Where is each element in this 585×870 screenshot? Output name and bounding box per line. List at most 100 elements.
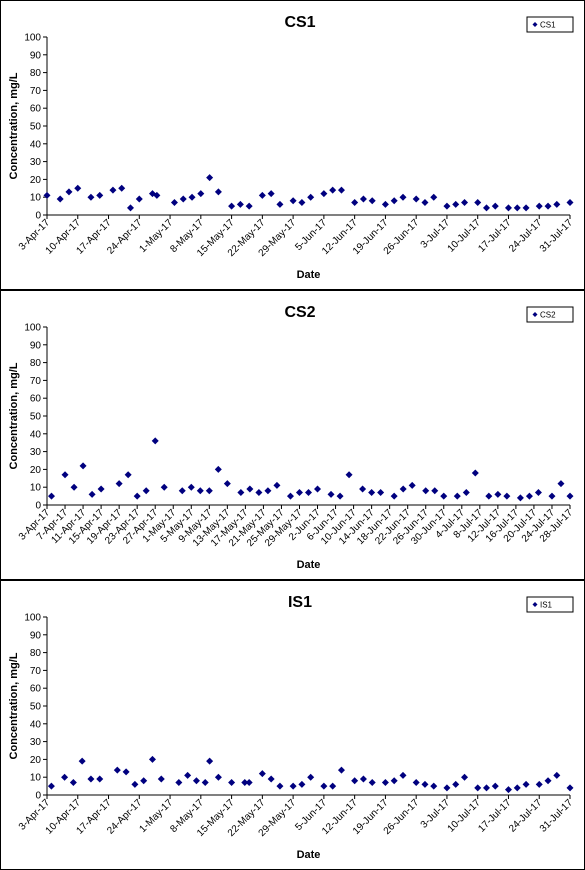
y-tick-label: 10	[30, 193, 42, 204]
data-point	[412, 779, 420, 787]
data-point	[305, 489, 312, 497]
legend-label: CS2	[540, 311, 556, 320]
data-point	[170, 199, 178, 207]
legend-marker	[532, 602, 538, 607]
data-point	[142, 487, 150, 495]
data-point	[188, 193, 196, 201]
y-axis-label: Concentration, mg/L	[8, 72, 20, 179]
data-point	[504, 786, 512, 794]
data-point	[544, 777, 552, 785]
data-point	[69, 779, 77, 787]
data-point	[534, 489, 542, 497]
data-point	[96, 191, 104, 199]
data-point	[228, 779, 236, 787]
chart-title: CS2	[284, 304, 315, 321]
y-tick-label: 70	[30, 666, 42, 677]
x-axis-label: Date	[297, 559, 321, 571]
legend-label: IS1	[540, 601, 553, 610]
data-point	[399, 485, 407, 493]
data-point	[377, 489, 385, 497]
data-point	[295, 489, 303, 497]
data-point	[187, 483, 195, 491]
y-tick-label: 60	[30, 104, 42, 115]
data-point	[197, 190, 205, 198]
data-point	[452, 780, 460, 788]
data-point	[140, 777, 148, 785]
y-tick-label: 90	[30, 50, 42, 61]
x-axis-label: Date	[297, 849, 321, 861]
data-point	[359, 195, 367, 203]
data-point	[214, 773, 222, 781]
y-tick-label: 50	[30, 412, 42, 423]
data-point	[566, 784, 574, 792]
data-point	[320, 190, 328, 198]
y-tick-label: 0	[35, 791, 41, 802]
y-tick-label: 10	[30, 773, 42, 784]
data-point	[336, 492, 344, 500]
chart-title: IS1	[288, 594, 312, 611]
data-point	[206, 757, 214, 765]
data-point	[408, 481, 416, 489]
data-point	[135, 195, 143, 203]
data-point	[61, 773, 69, 781]
data-point	[525, 492, 533, 500]
y-tick-label: 30	[30, 447, 42, 458]
data-point	[544, 202, 552, 210]
data-point	[298, 199, 306, 207]
y-axis-label: Concentration, mg/L	[8, 652, 20, 759]
data-point	[241, 779, 249, 787]
data-point	[267, 190, 275, 198]
data-point	[535, 780, 543, 788]
data-point	[175, 779, 183, 787]
data-point	[122, 768, 130, 776]
data-point	[264, 487, 272, 495]
data-point	[503, 492, 511, 500]
y-tick-label: 20	[30, 755, 42, 766]
data-point	[88, 490, 96, 498]
data-point	[443, 784, 451, 792]
data-point	[422, 487, 430, 495]
y-tick-label: 30	[30, 737, 42, 748]
data-point	[431, 487, 439, 495]
data-point	[196, 487, 204, 495]
legend-box	[526, 16, 574, 33]
legend-marker	[532, 22, 538, 27]
data-point	[557, 480, 565, 488]
x-tick-label: 31-Jul-17	[538, 217, 576, 255]
data-point	[513, 784, 521, 792]
data-point	[160, 483, 168, 491]
data-point	[453, 492, 461, 500]
data-point	[298, 780, 306, 788]
data-point	[491, 782, 499, 790]
data-point	[390, 777, 398, 785]
data-point	[192, 777, 200, 785]
data-point	[337, 186, 345, 194]
data-point	[452, 200, 460, 208]
data-point	[151, 437, 159, 445]
data-point	[368, 197, 376, 205]
data-point	[79, 462, 87, 470]
data-point	[205, 487, 213, 495]
chart-title: CS1	[284, 14, 315, 31]
data-point	[359, 485, 367, 493]
data-point	[327, 490, 335, 498]
data-point	[65, 188, 73, 196]
y-tick-label: 0	[35, 211, 41, 222]
data-point	[307, 773, 315, 781]
data-point	[553, 200, 561, 208]
data-point	[390, 492, 398, 500]
data-point	[286, 492, 294, 500]
data-point	[113, 766, 121, 774]
data-point	[237, 489, 245, 497]
data-point	[289, 782, 297, 790]
data-point	[412, 195, 420, 203]
data-point	[115, 480, 123, 488]
data-point	[390, 197, 398, 205]
x-tick-label: 31-Jul-17	[538, 797, 576, 835]
y-tick-label: 0	[35, 501, 41, 512]
data-point	[399, 771, 407, 779]
legend-box	[526, 306, 574, 323]
data-point	[97, 485, 105, 493]
y-tick-label: 60	[30, 684, 42, 695]
